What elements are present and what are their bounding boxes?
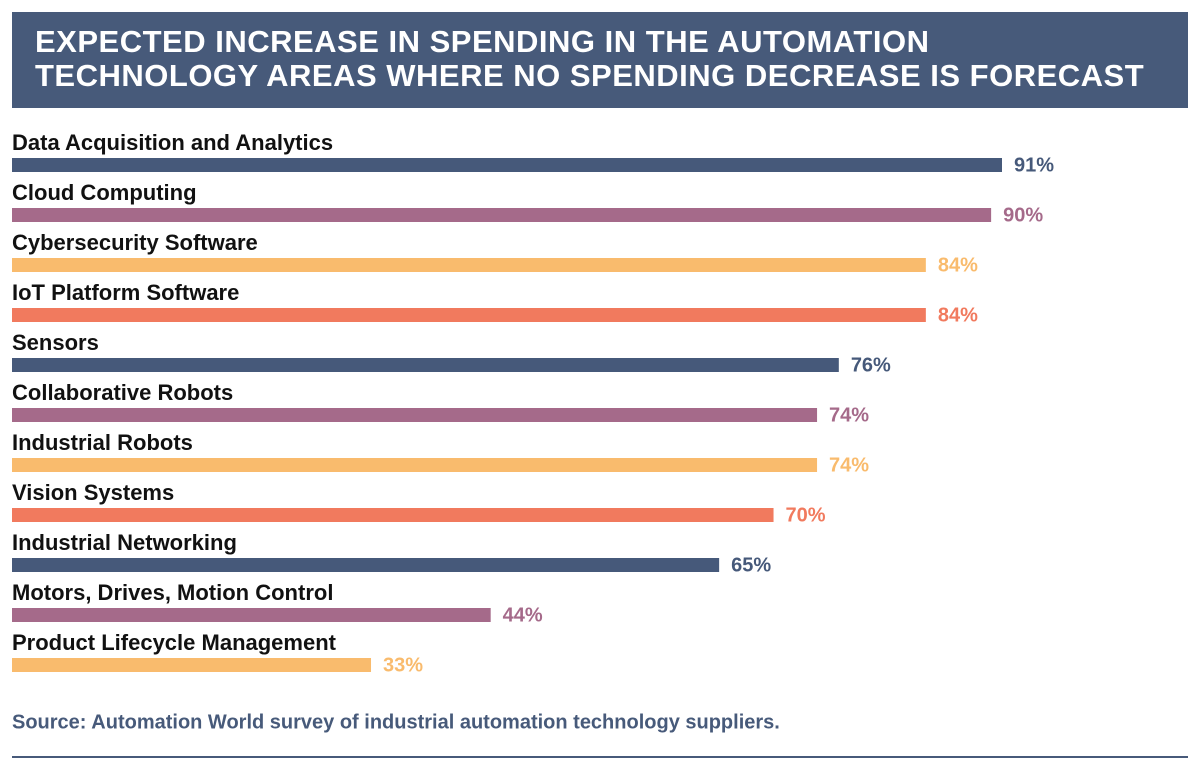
- value-label: 65%: [731, 554, 771, 576]
- bar: [12, 508, 774, 522]
- chart-title: TECHNOLOGY AREAS WHERE NO SPENDING DECRE…: [35, 58, 1144, 93]
- value-label: 44%: [503, 604, 543, 626]
- value-label: 84%: [938, 304, 978, 326]
- category-label: Industrial Networking: [12, 530, 237, 555]
- bar: [12, 458, 818, 472]
- bar: [12, 658, 372, 672]
- value-label: 33%: [383, 654, 423, 676]
- bar: [12, 408, 818, 422]
- value-label: 90%: [1003, 204, 1043, 226]
- category-label: Cybersecurity Software: [12, 230, 258, 255]
- category-label: Motors, Drives, Motion Control: [12, 580, 333, 605]
- bar: [12, 258, 926, 272]
- bar: [12, 158, 1002, 172]
- category-label: Vision Systems: [12, 480, 174, 505]
- value-label: 76%: [851, 354, 891, 376]
- category-label: Industrial Robots: [12, 430, 193, 455]
- bar: [12, 208, 992, 222]
- bar: [12, 558, 720, 572]
- category-label: IoT Platform Software: [12, 280, 239, 305]
- bar: [12, 358, 839, 372]
- bar: [12, 308, 926, 322]
- value-label: 70%: [786, 504, 826, 526]
- category-label: Cloud Computing: [12, 180, 197, 205]
- chart-title: EXPECTED INCREASE IN SPENDING IN THE AUT…: [35, 24, 929, 59]
- source-note: Source: Automation World survey of indus…: [12, 711, 780, 733]
- category-label: Collaborative Robots: [12, 380, 233, 405]
- bar: [12, 608, 491, 622]
- value-label: 84%: [938, 254, 978, 276]
- value-label: 91%: [1014, 154, 1054, 176]
- category-label: Data Acquisition and Analytics: [12, 130, 333, 155]
- category-label: Sensors: [12, 330, 99, 355]
- category-label: Product Lifecycle Management: [12, 630, 337, 655]
- value-label: 74%: [829, 454, 869, 476]
- value-label: 74%: [829, 404, 869, 426]
- title-banner: [12, 12, 1188, 108]
